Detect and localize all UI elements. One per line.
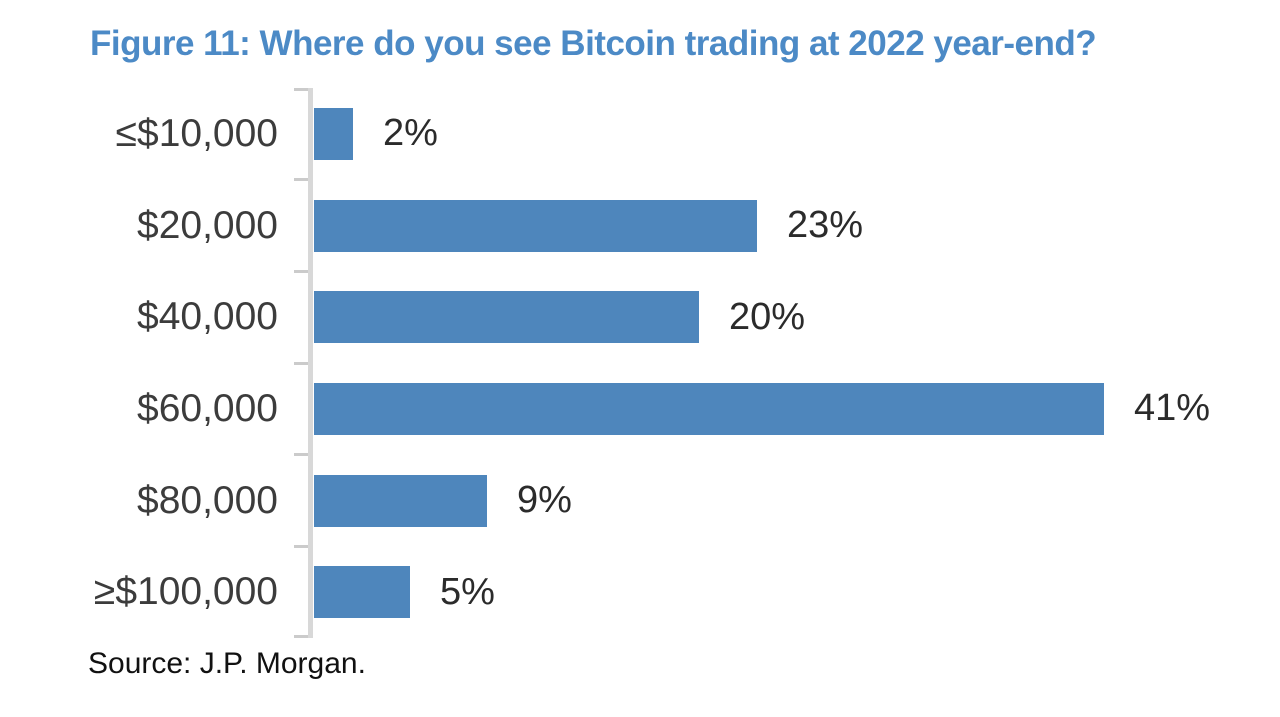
category-label: ≤$10,000 [115,111,278,155]
bar-track: 23% [314,199,1280,252]
bar-track: 41% [314,382,1280,435]
source-note: Source: J.P. Morgan. [88,647,366,680]
bar-track: 9% [314,474,1280,527]
bar-rows: ≤$10,000 2% $20,000 23% $40,000 20% $60,000 41%… [0,88,1280,638]
axis-tick [294,453,308,456]
value-label: 20% [729,295,806,338]
axis-tick [294,88,308,91]
bar [314,199,757,252]
bar-row: $20,000 23% [0,180,1280,272]
bar-row: $60,000 41% [0,363,1280,455]
axis-tick [294,545,308,548]
bar-chart: ≤$10,000 2% $20,000 23% $40,000 20% $60,000 41%… [0,88,1280,638]
value-label: 41% [1134,387,1211,430]
value-label: 2% [383,112,438,155]
category-label: ≥$100,000 [93,570,278,614]
bar [314,382,1104,435]
category-label: $80,000 [137,478,278,522]
bar [314,291,699,344]
bar [314,474,487,527]
bar-row: $80,000 9% [0,455,1280,547]
axis-tick [294,635,308,638]
bar-row: ≥$100,000 5% [0,546,1280,638]
axis-tick [294,270,308,273]
y-axis-line [308,88,313,638]
bar-row: ≤$10,000 2% [0,88,1280,180]
bar-row: $40,000 20% [0,271,1280,363]
category-label: $40,000 [137,295,278,339]
axis-tick [294,178,308,181]
bar [314,107,353,160]
bar-track: 5% [314,566,1280,619]
axis-tick [294,362,308,365]
bar-track: 20% [314,291,1280,344]
category-label: $60,000 [137,386,278,430]
bar-track: 2% [314,107,1280,160]
bar [314,566,410,619]
value-label: 5% [440,570,495,613]
category-label: $20,000 [137,203,278,247]
value-label: 23% [787,204,864,246]
value-label: 9% [517,479,572,522]
figure-title: Figure 11: Where do you see Bitcoin trad… [90,24,1097,63]
